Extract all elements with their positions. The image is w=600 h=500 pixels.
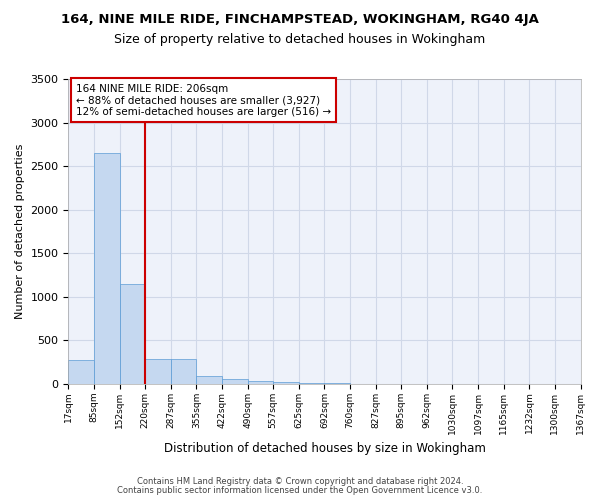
X-axis label: Distribution of detached houses by size in Wokingham: Distribution of detached houses by size … xyxy=(164,442,485,455)
Bar xyxy=(119,284,145,384)
Text: 164, NINE MILE RIDE, FINCHAMPSTEAD, WOKINGHAM, RG40 4JA: 164, NINE MILE RIDE, FINCHAMPSTEAD, WOKI… xyxy=(61,12,539,26)
Bar xyxy=(222,378,248,384)
Bar xyxy=(196,376,222,384)
Y-axis label: Number of detached properties: Number of detached properties xyxy=(15,144,25,319)
Bar xyxy=(273,382,299,384)
Bar xyxy=(171,358,196,384)
Bar xyxy=(248,381,273,384)
Bar xyxy=(68,360,94,384)
Text: Size of property relative to detached houses in Wokingham: Size of property relative to detached ho… xyxy=(115,32,485,46)
Bar xyxy=(94,153,119,384)
Text: 164 NINE MILE RIDE: 206sqm
← 88% of detached houses are smaller (3,927)
12% of s: 164 NINE MILE RIDE: 206sqm ← 88% of deta… xyxy=(76,84,331,117)
Bar xyxy=(145,358,171,384)
Text: Contains public sector information licensed under the Open Government Licence v3: Contains public sector information licen… xyxy=(118,486,482,495)
Text: Contains HM Land Registry data © Crown copyright and database right 2024.: Contains HM Land Registry data © Crown c… xyxy=(137,477,463,486)
